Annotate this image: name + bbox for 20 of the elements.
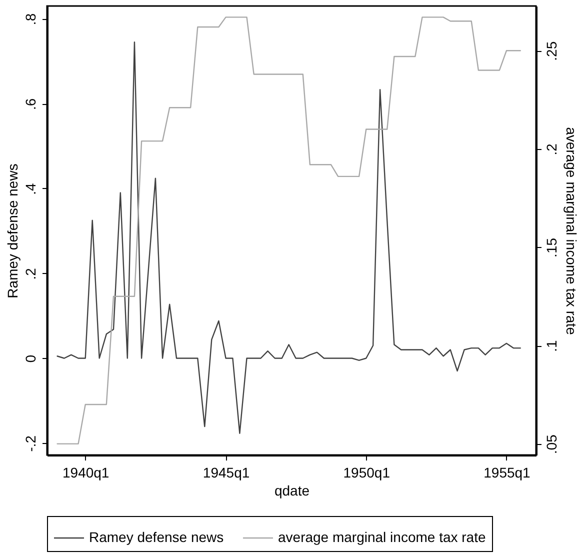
y2-tick-label: .25 — [544, 41, 560, 61]
y2-tick-label: .2 — [544, 143, 560, 156]
x-tick-label: 1940q1 — [62, 464, 110, 480]
x-tick-label: 1950q1 — [343, 464, 390, 480]
y2-tick-label: .05 — [544, 434, 560, 454]
y-tick-label: -.2 — [22, 435, 38, 452]
x-axis-title: qdate — [274, 482, 310, 498]
y2-tick-label: .15 — [544, 238, 560, 258]
y-tick-label: 0 — [22, 354, 38, 363]
y-axis-title: Ramey defense news — [4, 164, 20, 298]
y-tick-label: .6 — [22, 98, 38, 110]
y-tick-label: .2 — [22, 268, 38, 280]
x-tick-label: 1945q1 — [202, 464, 250, 480]
legend-label: average marginal income tax rate — [278, 529, 486, 545]
y2-axis-title: average marginal income tax rate — [564, 127, 580, 336]
y-tick-label: .8 — [22, 13, 38, 26]
x-tick-label: 1955q1 — [484, 464, 531, 480]
legend-label: Ramey defense news — [89, 529, 224, 545]
y2-tick-label: .1 — [544, 340, 560, 352]
y-tick-label: .4 — [22, 182, 38, 195]
